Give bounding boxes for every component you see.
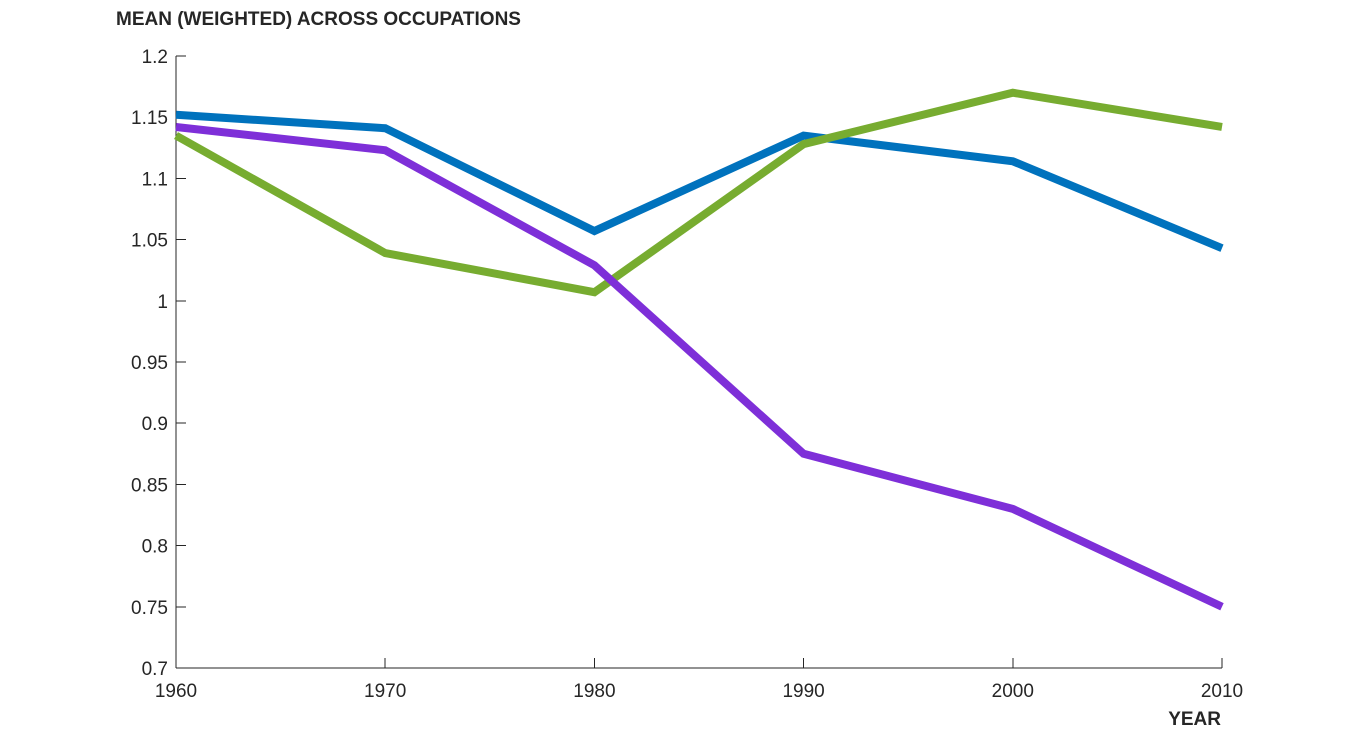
y-tick-label: 0.95 <box>131 353 168 374</box>
x-axis-title: YEAR <box>1168 709 1221 730</box>
series-line-1 <box>175 110 1224 252</box>
y-tick-label: 0.75 <box>131 598 168 619</box>
y-axis-title: MEAN (WEIGHTED) ACROSS OCCUPATIONS <box>116 9 521 30</box>
y-tick-label: 0.9 <box>142 414 168 435</box>
y-tick-label: 1.15 <box>131 108 168 129</box>
x-tick-label: 1990 <box>782 681 824 702</box>
y-tick-label: 1.2 <box>142 47 168 68</box>
x-tick-label: 2000 <box>992 681 1034 702</box>
y-tick-label: 0.85 <box>131 475 168 496</box>
y-tick-label: 0.7 <box>142 659 168 680</box>
x-ticks: 1960 1970 1980 1990 2000 2010 <box>155 658 1243 702</box>
y-tick-label: 1.05 <box>131 231 168 252</box>
x-tick-label: 1970 <box>364 681 406 702</box>
x-tick-label: 1980 <box>573 681 615 702</box>
plot-area: 1.2 1.15 1.1 1.05 1 0.95 0.9 0.85 0.8 0.75 0.7 196… <box>131 47 1243 702</box>
x-tick-label: 1960 <box>155 681 197 702</box>
series-line-3 <box>175 123 1224 611</box>
y-tick-label: 1.1 <box>142 169 168 190</box>
series-line-2 <box>174 88 1223 297</box>
y-tick-label: 0.8 <box>142 537 168 558</box>
y-ticks: 1.2 1.15 1.1 1.05 1 0.95 0.9 0.85 0.8 0.75 0.7 <box>131 47 186 680</box>
x-tick-label: 2010 <box>1201 681 1243 702</box>
y-tick-label: 1 <box>157 292 168 313</box>
series-lines <box>174 88 1224 611</box>
